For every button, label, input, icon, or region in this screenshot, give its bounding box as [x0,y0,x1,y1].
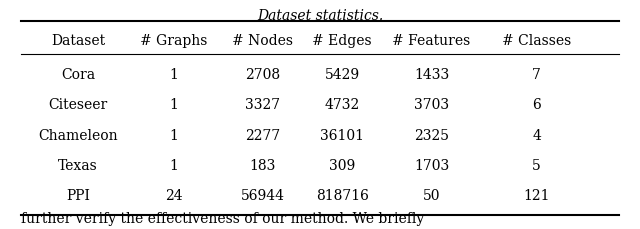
Text: 1: 1 [169,158,178,172]
Text: 4732: 4732 [324,98,360,112]
Text: 183: 183 [250,158,276,172]
Text: Texas: Texas [58,158,98,172]
Text: 2708: 2708 [245,68,280,82]
Text: Dataset statistics.: Dataset statistics. [257,9,383,23]
Text: 3703: 3703 [414,98,449,112]
Text: 1: 1 [169,128,178,142]
Text: Dataset: Dataset [51,34,105,48]
Text: 4: 4 [532,128,541,142]
Text: 2325: 2325 [414,128,449,142]
Text: 121: 121 [524,188,550,202]
Text: 1703: 1703 [414,158,449,172]
Text: # Nodes: # Nodes [232,34,293,48]
Text: 1: 1 [169,68,178,82]
Text: # Graphs: # Graphs [140,34,207,48]
Text: Chameleon: Chameleon [38,128,118,142]
Text: further verify the effectiveness of our method. We briefly: further verify the effectiveness of our … [20,211,424,225]
Text: 36101: 36101 [320,128,364,142]
Text: 6: 6 [532,98,541,112]
Text: 1: 1 [169,98,178,112]
Text: 2277: 2277 [245,128,280,142]
Text: 5: 5 [532,158,541,172]
Text: 24: 24 [164,188,182,202]
Text: # Classes: # Classes [502,34,572,48]
Text: 1433: 1433 [414,68,449,82]
Text: 56944: 56944 [241,188,285,202]
Text: 50: 50 [423,188,440,202]
Text: Citeseer: Citeseer [48,98,108,112]
Text: 309: 309 [329,158,355,172]
Text: Cora: Cora [61,68,95,82]
Text: # Features: # Features [392,34,470,48]
Text: 3327: 3327 [245,98,280,112]
Text: # Edges: # Edges [312,34,372,48]
Text: 818716: 818716 [316,188,369,202]
Text: 5429: 5429 [324,68,360,82]
Text: PPI: PPI [66,188,90,202]
Text: 7: 7 [532,68,541,82]
